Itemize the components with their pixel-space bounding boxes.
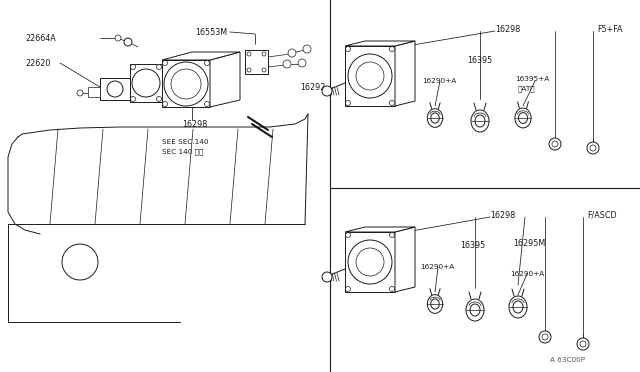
Text: 16298: 16298 [182, 119, 207, 128]
Text: 16395+A: 16395+A [515, 76, 549, 82]
Circle shape [163, 61, 168, 65]
Circle shape [131, 96, 136, 102]
Circle shape [77, 90, 83, 96]
Polygon shape [162, 60, 210, 107]
Circle shape [247, 68, 251, 72]
Circle shape [390, 46, 394, 51]
Circle shape [356, 248, 384, 276]
Text: 16290: 16290 [347, 256, 372, 264]
Text: F5+FA: F5+FA [597, 25, 623, 33]
Circle shape [348, 54, 392, 98]
Text: 16395: 16395 [467, 55, 492, 64]
Text: 16298: 16298 [490, 211, 515, 219]
Text: 16553M: 16553M [195, 28, 227, 36]
Circle shape [346, 100, 351, 106]
Text: （AT）: （AT） [518, 86, 536, 92]
Circle shape [262, 68, 266, 72]
Text: 16290+A: 16290+A [510, 271, 544, 277]
Circle shape [346, 46, 351, 51]
Polygon shape [345, 41, 415, 46]
Circle shape [298, 59, 306, 67]
Circle shape [346, 232, 351, 237]
Circle shape [552, 141, 558, 147]
Circle shape [262, 52, 266, 56]
Circle shape [346, 286, 351, 292]
Circle shape [205, 102, 209, 106]
Circle shape [164, 62, 208, 106]
Circle shape [356, 62, 384, 90]
Circle shape [288, 49, 296, 57]
Circle shape [157, 64, 161, 70]
Circle shape [131, 64, 136, 70]
Text: 16292: 16292 [300, 83, 325, 92]
Polygon shape [162, 52, 240, 60]
Polygon shape [210, 52, 240, 107]
Circle shape [303, 45, 311, 53]
Polygon shape [395, 41, 415, 106]
Circle shape [132, 69, 160, 97]
Circle shape [539, 331, 551, 343]
Circle shape [107, 81, 123, 97]
Text: 22664A: 22664A [25, 33, 56, 42]
Polygon shape [130, 64, 162, 102]
Circle shape [580, 341, 586, 347]
Polygon shape [345, 227, 415, 232]
Circle shape [390, 286, 394, 292]
Circle shape [577, 338, 589, 350]
Text: 16290: 16290 [347, 70, 372, 78]
Circle shape [205, 61, 209, 65]
Circle shape [390, 232, 394, 237]
Circle shape [390, 100, 394, 106]
Text: 22620: 22620 [25, 58, 51, 67]
Circle shape [247, 52, 251, 56]
Circle shape [124, 38, 132, 46]
Polygon shape [345, 232, 395, 292]
Circle shape [163, 102, 168, 106]
Circle shape [348, 240, 392, 284]
Circle shape [171, 69, 201, 99]
Polygon shape [345, 46, 395, 106]
Circle shape [549, 138, 561, 150]
Text: SEC 140 参照: SEC 140 参照 [162, 149, 204, 155]
Text: 16295M: 16295M [513, 240, 545, 248]
Text: A 63C00P: A 63C00P [550, 357, 585, 363]
Polygon shape [88, 87, 100, 97]
Text: SEE SEC.140: SEE SEC.140 [162, 139, 209, 145]
Circle shape [157, 96, 161, 102]
Polygon shape [395, 227, 415, 292]
Circle shape [62, 244, 98, 280]
Circle shape [322, 272, 332, 282]
Text: 16290+A: 16290+A [420, 264, 454, 270]
Circle shape [587, 142, 599, 154]
Text: F/ASCD: F/ASCD [587, 211, 616, 219]
Polygon shape [245, 50, 268, 74]
Circle shape [115, 35, 121, 41]
Circle shape [322, 86, 332, 96]
Text: 16395: 16395 [460, 241, 485, 250]
Circle shape [283, 60, 291, 68]
Circle shape [542, 334, 548, 340]
Circle shape [590, 145, 596, 151]
Text: 16298: 16298 [495, 25, 520, 33]
Polygon shape [100, 78, 130, 100]
Text: 16290+A: 16290+A [422, 78, 456, 84]
